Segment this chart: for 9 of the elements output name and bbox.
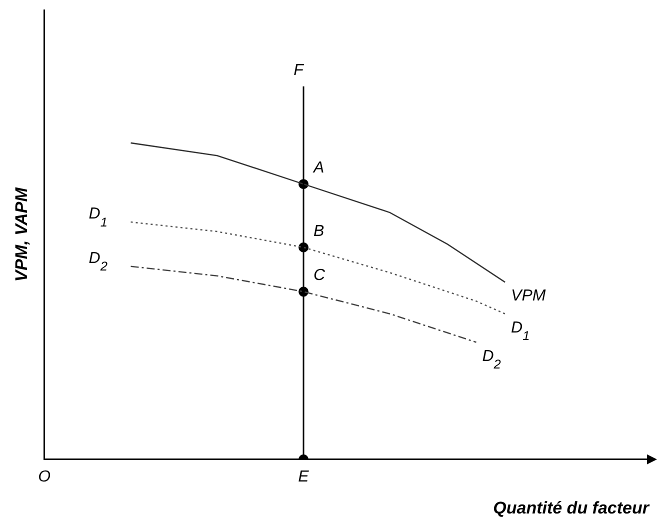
y-axis-title: VPM, VAPM — [12, 186, 31, 282]
x-tick-label: O — [38, 468, 51, 486]
annotation: B — [314, 222, 325, 240]
ref-line-label: F — [294, 62, 305, 79]
annotation: C — [314, 267, 326, 284]
annotation: A — [312, 160, 324, 177]
series-label: VPM — [511, 288, 546, 305]
x-tick-label: E — [298, 468, 310, 486]
x-axis-title: Quantité du facteur — [493, 498, 650, 518]
